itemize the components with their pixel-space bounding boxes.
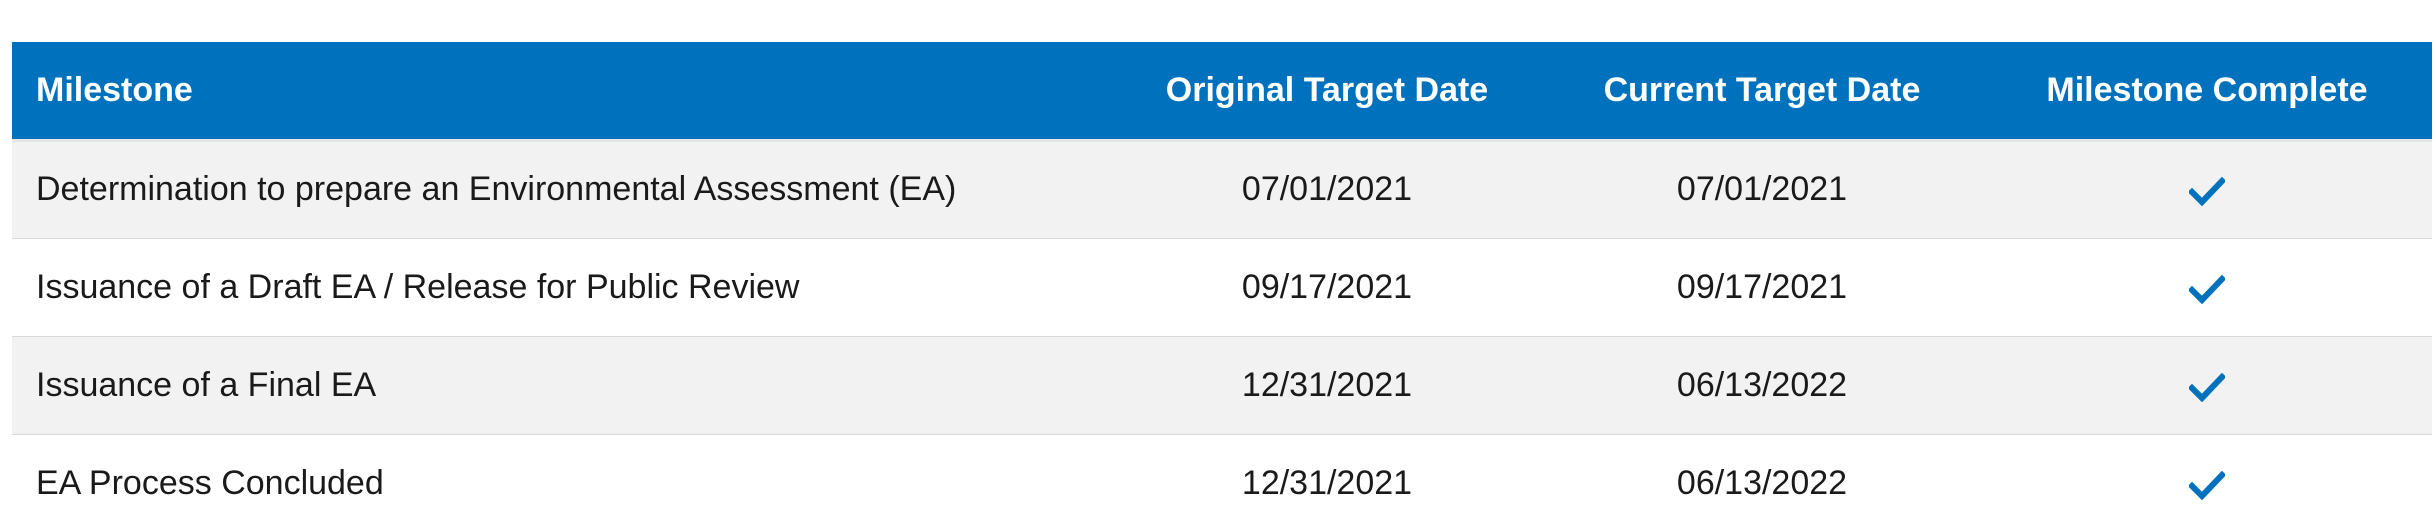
header-current-target-date: Current Target Date bbox=[1603, 70, 1921, 109]
cell-milestone-complete bbox=[1982, 336, 2432, 434]
cell-current-target-date: 07/01/2021 bbox=[1676, 170, 1848, 208]
cell-milestone-complete bbox=[1982, 238, 2432, 336]
table-row: Determination to prepare an Environmenta… bbox=[12, 140, 2432, 238]
table-header-row: Milestone Original Target Date Current T… bbox=[12, 42, 2432, 140]
table-row: EA Process Concluded 12/31/2021 06/13/20… bbox=[12, 434, 2432, 532]
cell-milestone-complete bbox=[1982, 434, 2432, 532]
cell-current-target-date: 09/17/2021 bbox=[1676, 267, 1848, 306]
check-icon bbox=[2189, 372, 2225, 402]
cell-milestone: Determination to prepare an Environmenta… bbox=[36, 170, 957, 208]
cell-milestone: Issuance of a Draft EA / Release for Pub… bbox=[36, 267, 800, 306]
table-header: Milestone Original Target Date Current T… bbox=[12, 42, 2432, 140]
milestones-table-container: Milestone Original Target Date Current T… bbox=[12, 42, 2432, 532]
cell-current-target-date: 06/13/2022 bbox=[1676, 463, 1848, 502]
cell-original-target-date: 12/31/2021 bbox=[1241, 365, 1413, 404]
milestones-table: Milestone Original Target Date Current T… bbox=[12, 42, 2432, 532]
header-milestone-complete: Milestone Complete bbox=[2046, 70, 2368, 109]
cell-original-target-date: 09/17/2021 bbox=[1241, 267, 1413, 306]
header-milestone: Milestone bbox=[36, 70, 193, 109]
cell-milestone-complete bbox=[1982, 140, 2432, 238]
check-icon bbox=[2189, 176, 2225, 207]
cell-milestone: EA Process Concluded bbox=[36, 463, 384, 502]
check-icon bbox=[2189, 274, 2225, 304]
cell-original-target-date: 12/31/2021 bbox=[1241, 463, 1413, 502]
check-icon bbox=[2189, 470, 2225, 500]
cell-original-target-date: 07/01/2021 bbox=[1241, 170, 1413, 208]
cell-current-target-date: 06/13/2022 bbox=[1676, 365, 1848, 404]
header-original-target-date: Original Target Date bbox=[1165, 70, 1489, 109]
table-row: Issuance of a Draft EA / Release for Pub… bbox=[12, 238, 2432, 336]
table-body: Determination to prepare an Environmenta… bbox=[12, 140, 2432, 532]
table-row: Issuance of a Final EA 12/31/2021 06/13/… bbox=[12, 336, 2432, 434]
cell-milestone: Issuance of a Final EA bbox=[36, 365, 377, 404]
